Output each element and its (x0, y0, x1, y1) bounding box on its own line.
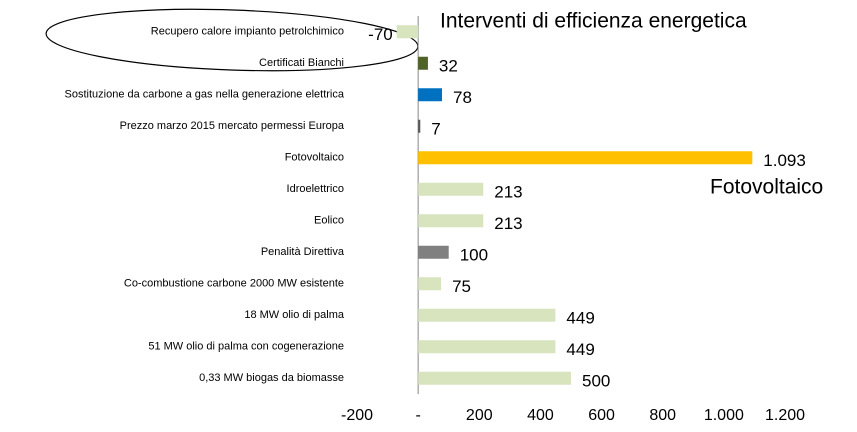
bar (418, 245, 449, 259)
x-tick-label: 800 (649, 407, 676, 424)
bar (418, 214, 484, 228)
bar (418, 277, 442, 291)
value-label: 213 (494, 183, 522, 202)
x-tick-label: 200 (466, 407, 493, 424)
value-label: 32 (439, 57, 458, 76)
bar (418, 151, 753, 165)
x-tick-label: 600 (588, 407, 615, 424)
value-label: 75 (452, 277, 471, 296)
category-label: Sostituzione da carbone a gas nella gene… (65, 89, 345, 101)
x-tick-label: -200 (341, 407, 373, 424)
bar (418, 56, 428, 70)
bar (418, 308, 556, 322)
value-label: 213 (494, 214, 522, 233)
annotation: Interventi di efficienza energetica (440, 10, 747, 33)
x-tick-label: 1.000 (704, 407, 744, 424)
bar (418, 340, 556, 354)
value-label: 78 (453, 88, 472, 107)
bar (418, 371, 571, 385)
category-label: Prezzo marzo 2015 mercato permessi Europ… (120, 120, 345, 132)
value-label: 7 (431, 120, 440, 139)
category-label: 18 MW olio di palma (244, 309, 345, 321)
category-label: 51 MW olio di palma con cogenerazione (148, 341, 344, 353)
category-label: Recupero calore impianto petrolchimico (151, 26, 344, 38)
category-label: Certificati Bianchi (259, 57, 344, 69)
annotation: Fotovoltaico (710, 176, 823, 199)
x-tick-label: - (415, 407, 420, 424)
category-label: Co-combustione carbone 2000 MW esistente (124, 278, 344, 290)
category-label: Fotovoltaico (285, 152, 344, 164)
category-label: Idroelettrico (287, 183, 344, 195)
category-label: Penalità Direttiva (261, 246, 345, 258)
value-label: 100 (460, 246, 488, 265)
bar (396, 25, 419, 39)
value-label: 449 (566, 340, 594, 359)
bar (418, 88, 442, 102)
bar (418, 119, 421, 133)
value-label: 1.093 (763, 151, 806, 170)
category-label: 0,33 MW biogas da biomasse (199, 372, 344, 384)
x-tick-label: 1.200 (765, 407, 805, 424)
value-label: 500 (582, 372, 610, 391)
x-tick-label: 400 (527, 407, 554, 424)
bar (418, 182, 484, 196)
highlight-ellipse (45, 8, 419, 72)
value-label: -70 (368, 25, 393, 44)
category-label: Eolico (314, 215, 344, 227)
value-label: 449 (566, 309, 594, 328)
